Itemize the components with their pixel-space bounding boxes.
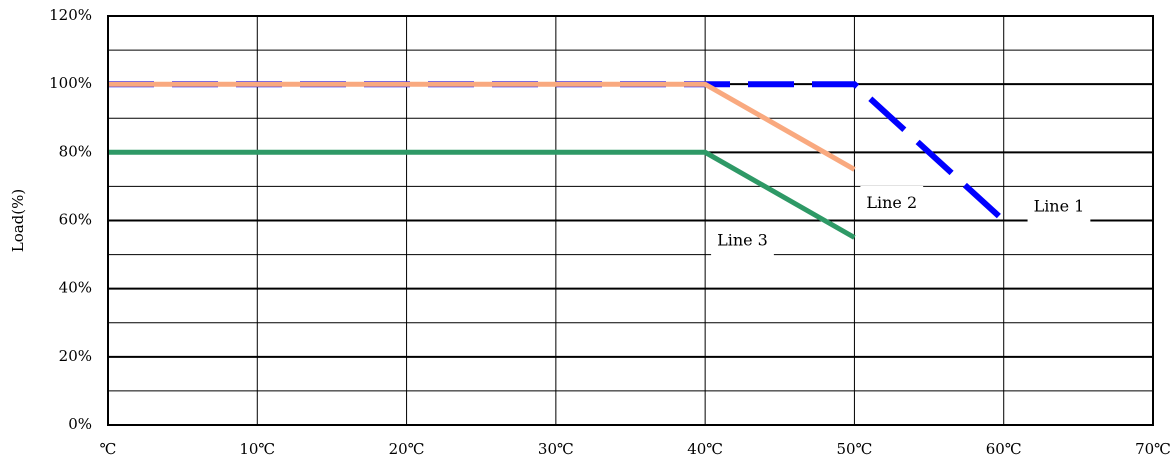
series-label-background-1 bbox=[1027, 189, 1091, 223]
y-axis-title: Load(%) bbox=[9, 189, 27, 253]
y-tick-label: 0% bbox=[68, 415, 92, 433]
series-line-1 bbox=[108, 81, 1006, 223]
series-label-group-1: Line 1 bbox=[1027, 189, 1091, 223]
x-tick-label: 50℃ bbox=[836, 440, 872, 458]
x-tick-label: 60℃ bbox=[986, 440, 1022, 458]
y-tick-label: 40% bbox=[59, 279, 92, 297]
series-label-background-3 bbox=[711, 223, 774, 257]
x-tick-label: 40℃ bbox=[687, 440, 723, 458]
plot-border bbox=[107, 15, 1154, 426]
y-tick-label: 80% bbox=[59, 142, 92, 160]
series-line-3 bbox=[108, 149, 856, 240]
x-tick-label: 30℃ bbox=[538, 440, 574, 458]
y-tick-label: 20% bbox=[59, 347, 92, 365]
series-label-1: Line 1 bbox=[1034, 196, 1085, 215]
series-label-background-2 bbox=[860, 185, 924, 219]
y-tick-label: 60% bbox=[59, 211, 92, 229]
series-lines bbox=[108, 81, 1006, 240]
y-tick-label: 120% bbox=[49, 6, 92, 24]
y-tick-label: 100% bbox=[49, 74, 92, 92]
series-label-2: Line 2 bbox=[866, 193, 917, 212]
x-tick-label: 10℃ bbox=[239, 440, 275, 458]
tick-labels: 0% 20% 40% 60% 80% 100% 120% ℃ 10℃ 20℃ 30℃ 40℃ 50℃ 60… bbox=[49, 6, 1171, 458]
series-label-group-2: Line 2 bbox=[860, 185, 924, 219]
x-tick-label: 70℃ bbox=[1135, 440, 1171, 458]
x-tick-label: ℃ bbox=[100, 440, 117, 458]
series-label-3: Line 3 bbox=[717, 230, 768, 249]
plot-frame bbox=[107, 15, 1154, 426]
x-tick-label: 20℃ bbox=[389, 440, 425, 458]
series-label-group-3: Line 3 bbox=[711, 223, 774, 257]
series-line-2 bbox=[108, 81, 856, 172]
series-labels: Line 1 Line 2 Line 3 bbox=[711, 185, 1091, 257]
